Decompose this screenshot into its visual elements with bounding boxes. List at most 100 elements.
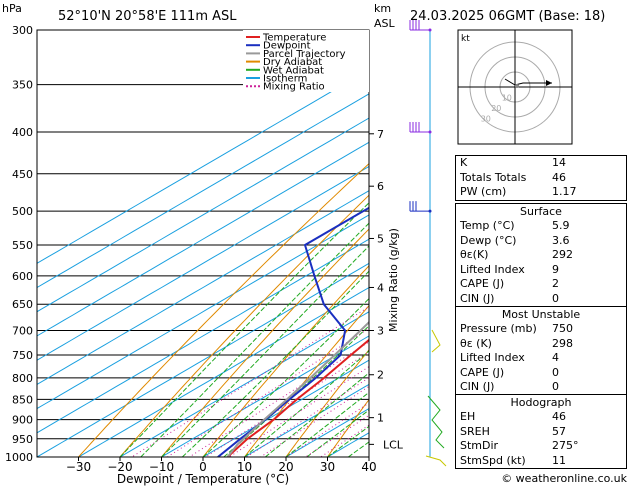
pressure-tick-label: 400: [12, 126, 33, 139]
isotherm-line: [37, 262, 369, 457]
chart-grid: [37, 30, 369, 457]
dry-adiabat-line: [285, 349, 369, 457]
pressure-tick-label: 500: [12, 205, 33, 218]
most_unstable-row: CAPE (J) 0: [456, 366, 626, 381]
wet-adiabat-line: [140, 222, 369, 457]
wind-barbs: [409, 20, 447, 467]
hodo_table-label: SREH: [460, 424, 490, 438]
hodograph-title: Hodograph: [510, 396, 572, 409]
x-tick-label: −10: [149, 460, 174, 474]
mixing-ratio-label: 1: [415, 266, 420, 275]
dry-adiabat-line: [78, 162, 369, 457]
indices-label: Totals Totals: [460, 170, 527, 184]
pressure-tick-label: 950: [12, 433, 33, 446]
mixing-ratio-label: 2: [449, 266, 454, 275]
credit: © weatheronline.co.uk: [501, 472, 627, 485]
indices-label: PW (cm): [460, 185, 507, 198]
hodo_table-value: 275°: [552, 439, 579, 452]
km-tick-label: LCL: [383, 438, 404, 451]
wet-adiabat-line: [306, 409, 369, 457]
dry-adiabat-line: [161, 228, 369, 457]
pressure-tick-label: 650: [12, 298, 33, 311]
pressure-tick-label: 550: [12, 239, 33, 252]
mixing-ratio-line: [131, 306, 369, 457]
wet-adiabat-line: [181, 270, 369, 457]
isotherm-line: [37, 190, 369, 385]
surface-value: 0: [552, 291, 559, 305]
isotherm-line: [37, 165, 369, 361]
km-tick-label: 5: [377, 232, 384, 245]
most_unstable-label: Lifted Index: [460, 351, 525, 364]
km-tick-label: 2: [377, 369, 384, 382]
datetime-title: 24.03.2025 06GMT (Base: 18): [410, 9, 605, 24]
hodograph-arrow-icon: [546, 80, 552, 86]
indices-value: 1.17: [552, 185, 577, 198]
pressure-tick-label: 600: [12, 270, 33, 283]
legend-background: [243, 30, 369, 92]
hodograph-unit-label: kt: [461, 34, 470, 44]
most_unstable-value: 298: [552, 336, 573, 350]
wet-adiabat-line: [161, 245, 369, 457]
isotherm-line: [161, 335, 369, 457]
series-parcel-trajectory: [226, 320, 369, 457]
pressure-tick-label: 300: [12, 24, 33, 37]
legend-entry: Parcel Trajectory: [263, 49, 346, 60]
pressure-tick-label: 450: [12, 168, 33, 181]
surface-row: Temp (°C) 5.9: [456, 219, 626, 234]
hodo_table-row: StmSpd (kt) 11: [456, 454, 626, 469]
hodo_table-row: EH 46: [456, 410, 626, 425]
pressure-tick-label: 750: [12, 349, 33, 362]
dry-adiabat-line: [327, 398, 369, 457]
wind-barb-dot: [428, 209, 432, 213]
surface-value: 292: [552, 248, 573, 261]
km-label: km: [374, 2, 391, 15]
wind-trace: [431, 329, 441, 353]
surface-row: θε(K) 292: [456, 248, 626, 263]
dry-adiabat-line: [119, 194, 369, 457]
hodo_table-label: EH: [460, 410, 476, 423]
most-unstable-title: Most Unstable: [501, 308, 581, 321]
legend-entry: Temperature: [262, 33, 326, 44]
km-tick-label: 1: [377, 412, 384, 425]
surface-row: CIN (J) 0: [456, 292, 626, 307]
x-tick-label: 0: [199, 460, 207, 474]
surface-panel: Surface Temp (°C) 5.9 Dewp (°C) 3.6 θε(K) 292…: [455, 203, 627, 307]
isotherm-line: [37, 93, 369, 289]
most_unstable-value: 750: [552, 322, 573, 335]
x-tick-label: 20: [278, 460, 293, 474]
pressure-tick-label: 700: [12, 325, 33, 338]
x-tick-label: 10: [237, 460, 252, 474]
surface-label: Temp (°C): [460, 219, 515, 232]
pressure-tick-label: 1000: [5, 451, 33, 464]
hodograph-ring-label: 30: [481, 114, 491, 123]
pressure-tick-label: 850: [12, 393, 33, 406]
most_unstable-label: Pressure (mb): [460, 322, 537, 335]
hodo_table-label: StmDir: [460, 439, 499, 452]
most_unstable-row: CIN (J) 0: [456, 380, 626, 395]
km-tick-label: 7: [377, 128, 384, 141]
wind-trace: [427, 395, 445, 449]
surface-value: 3.6: [552, 233, 570, 247]
indices-label: K: [460, 156, 468, 169]
asl-label: ASL: [374, 17, 396, 30]
pressure-tick-label: 350: [12, 79, 33, 92]
x-tick-label: 40: [361, 460, 376, 474]
x-axis-label: Dewpoint / Temperature (°C): [117, 472, 289, 486]
km-tick-label: 6: [377, 180, 384, 193]
hodo_table-value: 11: [552, 453, 566, 467]
indices-value: 14: [552, 156, 566, 169]
km-tick-label: 3: [377, 325, 384, 338]
most_unstable-label: CAPE (J): [460, 365, 505, 379]
isotherm-line: [285, 408, 369, 457]
most-unstable-panel: Most Unstable Pressure (mb) 750 θε (K) 298 L…: [455, 306, 627, 396]
isotherm-line: [78, 286, 369, 457]
surface-label: Dewp (°C): [460, 233, 517, 247]
isotherm-line: [37, 141, 369, 337]
isotherm-line: [37, 69, 369, 264]
legend-entry: Dewpoint: [263, 41, 311, 52]
legend-entry: Mixing Ratio: [263, 82, 325, 93]
legend-entry: Isotherm: [263, 74, 307, 85]
wind-barb-dot: [428, 130, 432, 134]
